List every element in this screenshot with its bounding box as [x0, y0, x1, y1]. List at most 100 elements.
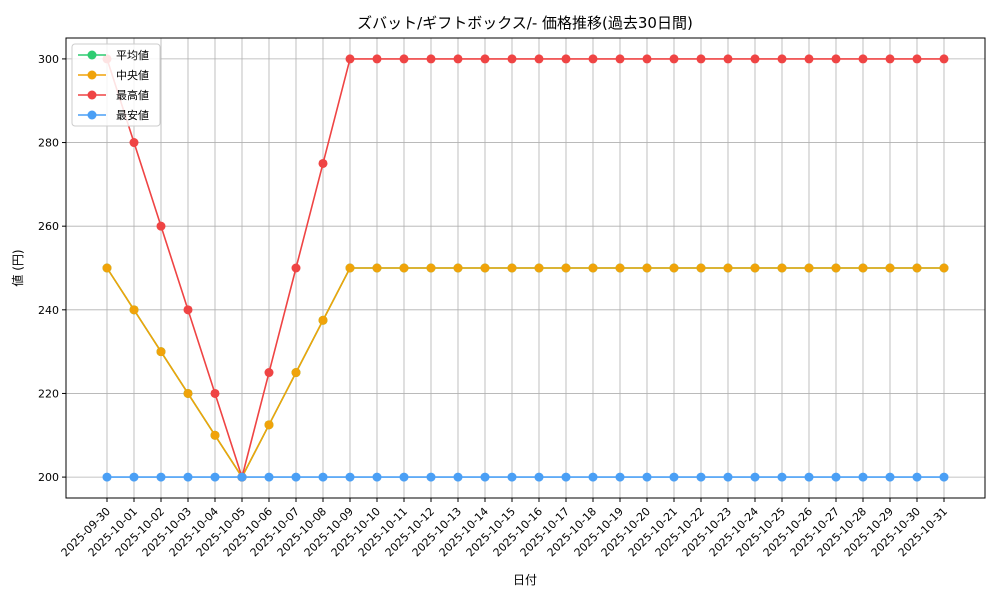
- data-point: [615, 263, 625, 273]
- data-point: [750, 263, 760, 273]
- data-point: [939, 472, 949, 482]
- data-point: [183, 305, 193, 315]
- data-point: [129, 305, 139, 315]
- data-point: [156, 221, 166, 231]
- data-point: [507, 263, 517, 273]
- data-point: [642, 472, 652, 482]
- legend-label: 中央値: [116, 69, 149, 82]
- data-point: [399, 263, 409, 273]
- data-point: [453, 472, 463, 482]
- data-point: [264, 368, 274, 378]
- data-point: [912, 472, 922, 482]
- plot-frame: [65, 37, 986, 499]
- data-point: [885, 263, 895, 273]
- data-point: [534, 472, 544, 482]
- data-point: [345, 263, 355, 273]
- data-point: [210, 472, 220, 482]
- legend-swatch-marker: [87, 90, 97, 100]
- data-point: [291, 368, 301, 378]
- data-point: [183, 472, 193, 482]
- data-point: [723, 54, 733, 64]
- series-最安値: [102, 472, 949, 482]
- data-point: [696, 472, 706, 482]
- data-point: [885, 472, 895, 482]
- data-point: [426, 54, 436, 64]
- data-point: [129, 472, 139, 482]
- data-point: [480, 54, 490, 64]
- x-axis-label: 日付: [513, 573, 537, 587]
- data-point: [372, 263, 382, 273]
- data-point: [318, 158, 328, 168]
- chart-title: ズバット/ギフトボックス/- 価格推移(過去30日間): [357, 14, 693, 32]
- data-point: [777, 54, 787, 64]
- data-point: [831, 263, 841, 273]
- data-point: [534, 54, 544, 64]
- data-point: [480, 263, 490, 273]
- data-point: [345, 54, 355, 64]
- data-point: [480, 472, 490, 482]
- data-point: [723, 263, 733, 273]
- data-point: [777, 472, 787, 482]
- data-point: [183, 388, 193, 398]
- data-point: [453, 54, 463, 64]
- data-point: [264, 420, 274, 430]
- data-point: [588, 54, 598, 64]
- data-point: [561, 263, 571, 273]
- data-point: [561, 54, 571, 64]
- y-tick-label: 240: [38, 304, 59, 317]
- data-point: [156, 472, 166, 482]
- data-point: [561, 472, 571, 482]
- data-point: [669, 54, 679, 64]
- legend-swatch-marker: [87, 110, 97, 120]
- data-point: [102, 472, 112, 482]
- data-point: [399, 472, 409, 482]
- data-point: [318, 315, 328, 325]
- data-point: [345, 472, 355, 482]
- data-point: [669, 263, 679, 273]
- legend-swatch-marker: [87, 70, 97, 80]
- y-tick-label: 280: [38, 137, 59, 150]
- data-point: [588, 263, 598, 273]
- legend-swatch-marker: [87, 50, 97, 60]
- data-point: [804, 54, 814, 64]
- data-point: [912, 263, 922, 273]
- data-point: [804, 472, 814, 482]
- data-point: [615, 54, 625, 64]
- data-point: [372, 54, 382, 64]
- data-point: [291, 472, 301, 482]
- y-tick-label: 200: [38, 471, 59, 484]
- series-layer: [102, 54, 949, 482]
- data-point: [426, 472, 436, 482]
- y-tick-label: 220: [38, 387, 59, 400]
- data-point: [939, 263, 949, 273]
- data-point: [831, 472, 841, 482]
- data-point: [858, 472, 868, 482]
- data-point: [723, 472, 733, 482]
- legend-label: 最高値: [116, 88, 149, 102]
- data-point: [237, 472, 247, 482]
- data-point: [669, 472, 679, 482]
- data-point: [642, 54, 652, 64]
- data-point: [642, 263, 652, 273]
- y-axis-label: 値 (円): [10, 249, 25, 286]
- data-point: [858, 263, 868, 273]
- data-point: [804, 263, 814, 273]
- data-point: [129, 138, 139, 148]
- y-tick-label: 300: [38, 53, 59, 66]
- data-point: [318, 472, 328, 482]
- data-point: [291, 263, 301, 273]
- data-point: [858, 54, 868, 64]
- data-point: [210, 430, 220, 440]
- data-point: [426, 263, 436, 273]
- data-point: [372, 472, 382, 482]
- legend-label: 最安値: [116, 108, 149, 122]
- data-point: [453, 263, 463, 273]
- data-point: [750, 472, 760, 482]
- data-point: [696, 263, 706, 273]
- data-point: [696, 54, 706, 64]
- data-point: [210, 388, 220, 398]
- data-point: [777, 263, 787, 273]
- data-point: [507, 472, 517, 482]
